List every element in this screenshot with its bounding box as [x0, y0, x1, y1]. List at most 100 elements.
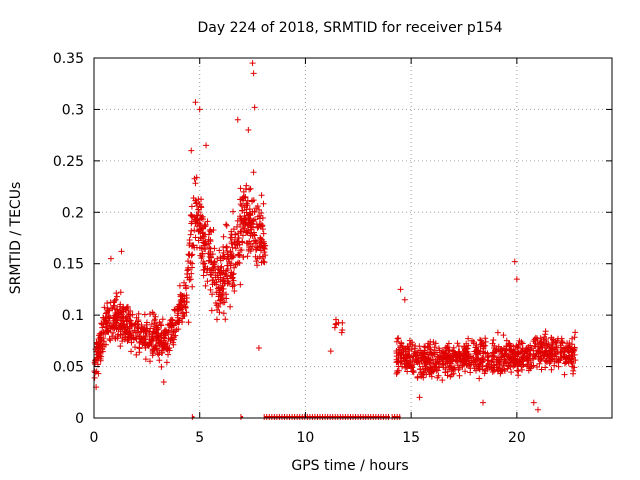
data-point: [494, 329, 501, 336]
data-point: [456, 348, 463, 355]
data-point: [238, 246, 245, 253]
data-point: [142, 356, 149, 363]
data-point: [236, 259, 243, 266]
data-point: [220, 310, 227, 317]
data-point: [250, 217, 257, 224]
data-point: [475, 355, 482, 362]
data-point: [571, 345, 578, 352]
data-point: [223, 243, 230, 250]
data-point: [110, 315, 117, 322]
data-point: [153, 345, 160, 352]
data-point: [110, 325, 117, 332]
data-point: [518, 348, 525, 355]
data-point: [217, 254, 224, 261]
data-point-peak: [250, 70, 257, 77]
x-tick-label: 0: [90, 430, 99, 446]
data-point: [402, 357, 409, 364]
data-point: [218, 263, 225, 270]
data-point: [529, 355, 536, 362]
data-point: [405, 343, 412, 350]
data-point: [512, 353, 519, 360]
data-point: [104, 305, 111, 312]
y-tick-label: 0.1: [62, 308, 84, 324]
data-point: [105, 328, 112, 335]
y-axis-label: SRMTID / TECUs: [8, 182, 24, 295]
data-point: [549, 356, 556, 363]
data-point: [515, 341, 522, 348]
data-point: [224, 275, 231, 282]
data-point: [123, 313, 130, 320]
data-point: [119, 311, 126, 318]
data-point: [486, 364, 493, 371]
data-point: [191, 227, 198, 234]
data-point: [185, 319, 192, 326]
data-point: [223, 244, 230, 251]
data-point: [435, 372, 442, 379]
data-point: [127, 332, 134, 339]
data-point: [242, 186, 249, 193]
data-point-peak: [188, 147, 195, 154]
data-point: [185, 264, 192, 271]
data-point: [520, 352, 527, 359]
data-point: [428, 373, 435, 380]
data-point: [514, 345, 521, 352]
data-point: [128, 322, 135, 329]
data-point: [142, 327, 149, 334]
data-point: [250, 229, 257, 236]
data-point: [239, 207, 246, 214]
data-point: [126, 311, 133, 318]
data-point: [209, 281, 216, 288]
data-point: [94, 349, 101, 356]
data-point: [221, 299, 228, 306]
data-point: [254, 262, 261, 269]
data-point: [228, 239, 235, 246]
data-point: [111, 317, 118, 324]
data-point: [543, 340, 550, 347]
data-point: [482, 335, 489, 342]
data-point: [143, 321, 150, 328]
data-point: [447, 373, 454, 380]
data-point: [136, 339, 143, 346]
data-point: [536, 360, 543, 367]
data-point: [530, 362, 537, 369]
data-point: [467, 369, 474, 376]
data-point: [244, 253, 251, 260]
data-point: [201, 260, 208, 267]
data-point-peak: [245, 127, 252, 133]
data-point: [184, 267, 191, 274]
data-point: [187, 231, 194, 238]
data-point-low: [255, 345, 262, 352]
data-point: [117, 343, 124, 350]
data-point-low: [416, 394, 423, 401]
data-point: [98, 320, 105, 327]
data-point: [196, 201, 203, 208]
data-point: [232, 231, 239, 238]
data-point: [571, 364, 578, 371]
data-point: [571, 334, 578, 341]
data-point: [228, 269, 235, 276]
data-point: [244, 229, 251, 236]
data-point-peak: [234, 116, 241, 123]
data-point: [174, 318, 181, 325]
data-point: [435, 359, 442, 366]
data-point: [525, 367, 532, 374]
data-point-peak: [397, 286, 404, 293]
data-point: [495, 366, 502, 373]
data-point-peak: [196, 106, 203, 113]
data-point: [446, 353, 453, 360]
data-point: [242, 194, 249, 201]
data-point: [214, 255, 221, 262]
data-point: [217, 278, 224, 285]
data-point: [551, 350, 558, 357]
data-point: [200, 225, 207, 232]
data-point: [227, 248, 234, 255]
data-point: [244, 212, 251, 219]
x-tick-label: 15: [402, 430, 420, 446]
data-point: [217, 267, 224, 274]
data-point: [189, 283, 196, 290]
data-point: [260, 230, 267, 237]
data-point: [251, 208, 258, 215]
data-point: [476, 365, 483, 372]
data-point: [551, 362, 558, 369]
